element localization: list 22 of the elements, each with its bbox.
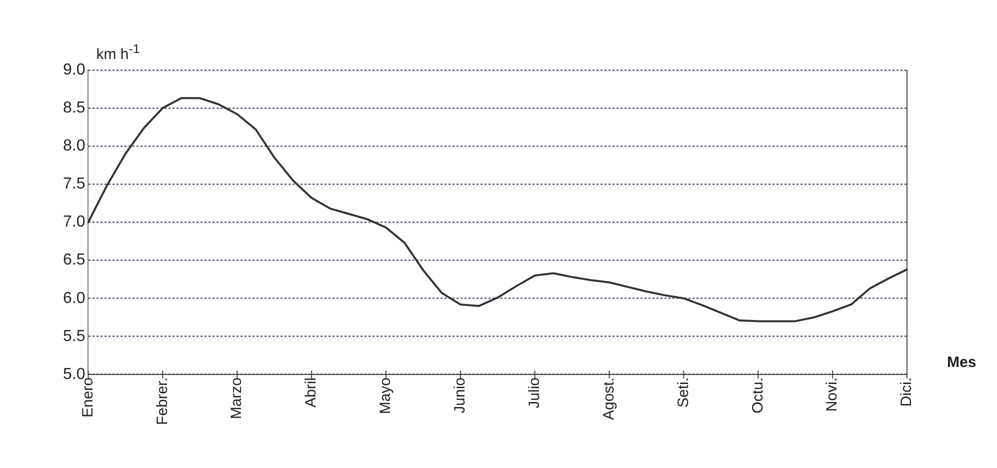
y-tick-label: 6.0 bbox=[62, 290, 86, 307]
y-tick-label: 8.0 bbox=[62, 138, 86, 155]
y-tick-label: 5.5 bbox=[62, 328, 86, 345]
x-axis-title: Mes bbox=[947, 354, 976, 372]
x-tick-label: Mayo bbox=[377, 377, 394, 414]
x-tick-label: Octu. bbox=[749, 377, 766, 414]
x-tick-label: Febrer. bbox=[154, 377, 171, 426]
y-tick-label: 7.0 bbox=[62, 214, 86, 231]
x-tick-label: Novi. bbox=[824, 377, 841, 412]
x-tick-label: Junio bbox=[452, 377, 469, 414]
y-tick-label: 8.5 bbox=[62, 99, 86, 116]
x-tick-label: Abril bbox=[302, 377, 320, 408]
y-tick-label: 5.0 bbox=[62, 366, 86, 383]
y-axis-title: km h$^{-1}$ bbox=[96, 42, 140, 63]
x-tick-label: Agost. bbox=[600, 377, 618, 420]
y-tick-label: 6.5 bbox=[62, 252, 86, 269]
y-tick-label: 7.5 bbox=[62, 176, 86, 193]
x-tick-label: Marzo bbox=[228, 377, 246, 420]
x-tick-label: Seti. bbox=[674, 377, 692, 408]
x-tick-label: Julio bbox=[526, 377, 543, 408]
y-tick-label: 9.0 bbox=[62, 61, 86, 78]
x-tick-label: Dici. bbox=[898, 377, 916, 407]
